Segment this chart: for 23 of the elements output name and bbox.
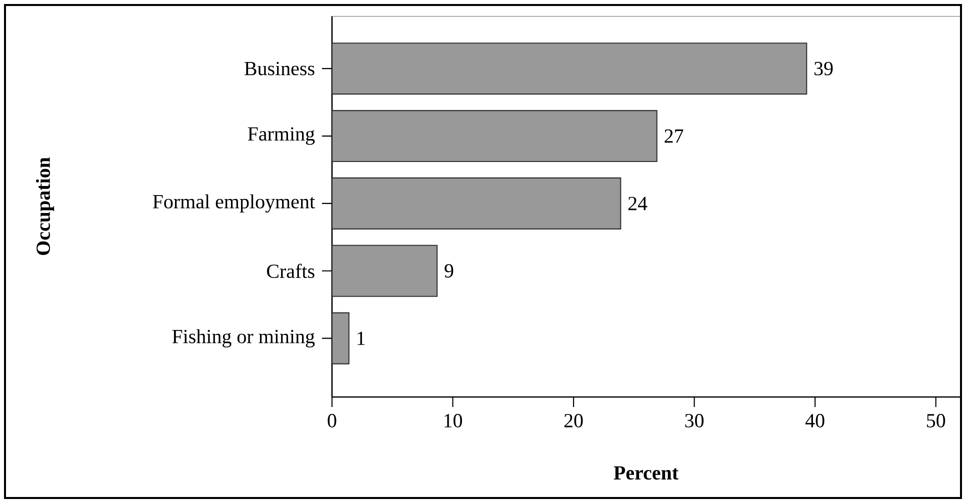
- data-label: 24: [628, 196, 648, 210]
- x-tick-label: 30: [685, 414, 704, 428]
- y-tick-label: Business: [244, 62, 314, 76]
- bar: [332, 42, 808, 95]
- x-tick-label: 50: [927, 414, 946, 428]
- bar: [332, 244, 438, 297]
- y-axis-title: Occupation: [36, 157, 54, 255]
- y-tick-label: Farming: [248, 127, 315, 145]
- data-label: 39: [814, 62, 833, 76]
- data-label: 9: [444, 264, 454, 278]
- bar: [332, 312, 350, 364]
- bar: [332, 177, 622, 230]
- x-axis-title: Percent: [614, 466, 678, 480]
- y-tick-label: Formal employment: [152, 194, 315, 213]
- x-tick-label: 10: [444, 414, 462, 428]
- x-tick-label: 20: [564, 414, 583, 428]
- x-tick-label: 40: [805, 414, 824, 428]
- y-tick-label: Fishing or mining: [172, 329, 315, 348]
- x-tick-label: 0: [328, 414, 336, 428]
- data-label: 1: [358, 332, 365, 345]
- bar: [332, 110, 658, 162]
- y-tick-label: Crafts: [267, 264, 314, 278]
- data-label: 27: [664, 129, 684, 143]
